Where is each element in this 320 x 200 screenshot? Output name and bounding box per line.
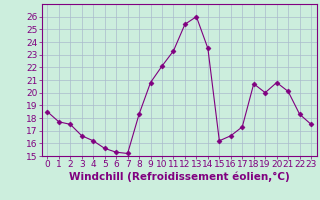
X-axis label: Windchill (Refroidissement éolien,°C): Windchill (Refroidissement éolien,°C) — [69, 172, 290, 182]
